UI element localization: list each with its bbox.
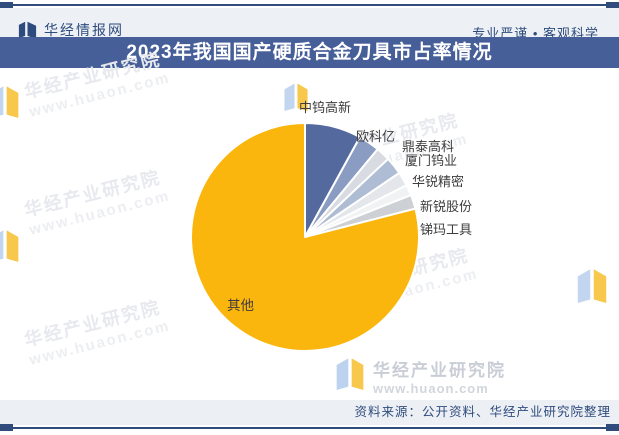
watermark-book-icon — [336, 358, 364, 390]
watermark-line2: www.huaon.com — [373, 381, 489, 396]
pie-label-oukeyi: 欧科亿 — [356, 129, 396, 144]
brand-name: 华经情报网 — [44, 22, 124, 38]
top-rule — [0, 4, 619, 6]
bottom-rule — [0, 427, 619, 429]
pie-label-tima-gongju: 锑玛工具 — [420, 222, 473, 237]
pie-label-others: 其他 — [227, 298, 254, 313]
brand-book-icon — [18, 21, 37, 39]
watermark-line1: 华经产业研究院 — [373, 361, 506, 380]
pie-label-xinrui-gufen: 新锐股份 — [420, 199, 473, 214]
pie-label-zhongwu-gaoxin: 中钨高新 — [299, 100, 352, 115]
watermark-corner: 华经产业研究院 www.huaon.com — [335, 356, 506, 396]
pie-label-huarui-jingmi: 华锐精密 — [412, 174, 465, 189]
top-rule-right-cap — [606, 2, 619, 9]
top-rule-left-cap — [0, 2, 13, 9]
watermark-corner-text: 华经产业研究院 www.huaon.com — [373, 356, 506, 396]
chart-title: 2023年我国国产硬质合金刀具市占率情况 — [0, 37, 619, 68]
bottom-rule-right-cap — [606, 424, 619, 431]
pie-label-dingtai-gaoke: 鼎泰高科 — [402, 139, 455, 154]
pie-slice-7 — [190, 122, 420, 352]
brand: 华经情报网 — [18, 20, 124, 40]
bottom-rule-left-cap — [0, 424, 13, 431]
source-note: 资料来源：公开资料、华经产业研究院整理 — [0, 400, 619, 425]
pie-label-xiamen-wuye: 厦门钨业 — [405, 153, 458, 168]
